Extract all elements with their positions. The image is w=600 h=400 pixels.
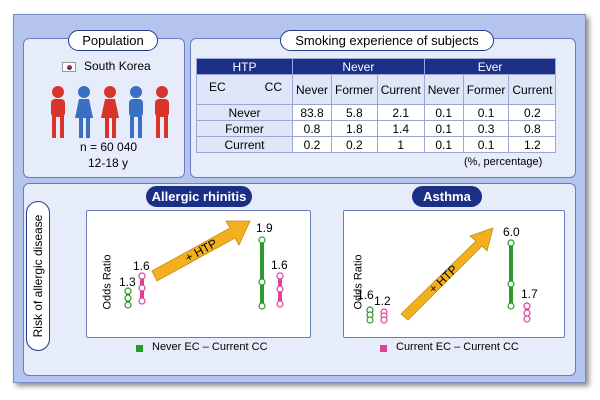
asthma-pink-after-point xyxy=(523,302,531,310)
ever-header: Ever xyxy=(423,58,557,75)
sample-size: n = 60 040 xyxy=(80,140,138,154)
asthma-green-before-point xyxy=(366,316,374,324)
asthma-pink-after-label: 1.7 xyxy=(521,287,538,301)
student-2-icon xyxy=(75,86,93,138)
legend-green-label: Never EC – Current CC xyxy=(152,341,268,353)
table-cell: 0.2 xyxy=(291,136,333,153)
table-unit: (%, percentage) xyxy=(464,156,543,168)
asthma-pink-before-label: 1.2 xyxy=(374,294,391,308)
asthma-title: Asthma xyxy=(412,186,482,207)
asthma-pink-after-point xyxy=(523,309,531,317)
student-1-icon xyxy=(51,86,65,138)
col-header: Never xyxy=(423,74,464,105)
rhinitis-green-before-point xyxy=(124,294,132,302)
row-label: Former xyxy=(196,120,293,137)
smoking-table: HTP Never Ever EC CC Never Former Curren… xyxy=(196,58,557,153)
col-header: Current xyxy=(376,74,425,105)
legend-pink-label: Current EC – Current CC xyxy=(396,341,519,353)
table-cell: 0.2 xyxy=(331,136,378,153)
table-cell: 0.1 xyxy=(462,104,510,121)
korea-flag-icon xyxy=(62,62,76,72)
asthma-green-after-point xyxy=(507,239,515,247)
age-range: 12-18 y xyxy=(88,156,129,170)
legend-pink-swatch xyxy=(380,345,387,352)
rhinitis-arrow-label: + HTP xyxy=(183,236,220,265)
table-row: Former 0.8 1.8 1.4 0.1 0.3 0.8 xyxy=(196,120,557,137)
table-cell: 1 xyxy=(376,136,425,153)
ec-label: EC xyxy=(209,80,226,94)
table-cell: 1.2 xyxy=(508,136,557,153)
asthma-green-before-label: 1.6 xyxy=(357,288,374,302)
student-5-icon xyxy=(155,86,169,138)
table-cell: 0.1 xyxy=(423,136,464,153)
students-icon xyxy=(51,86,169,138)
asthma-arrow xyxy=(400,227,494,321)
col-header: Current xyxy=(508,74,557,105)
rhinitis-pink-after-label: 1.6 xyxy=(271,258,288,272)
asthma-green-after-point xyxy=(507,280,515,288)
rhinitis-green-before-point xyxy=(124,301,132,309)
rhinitis-pink-before-point xyxy=(138,272,146,280)
country-label: South Korea xyxy=(84,59,151,73)
rhinitis-green-after-point xyxy=(258,302,266,310)
table-cell: 0.2 xyxy=(508,104,557,121)
rhinitis-title: Allergic rhinitis xyxy=(146,186,252,207)
rhinitis-green-before-label: 1.3 xyxy=(119,275,136,289)
cc-label: CC xyxy=(264,80,282,94)
rhinitis-green-before-point xyxy=(124,287,132,295)
student-3-icon xyxy=(101,86,119,138)
rhinitis-pink-before-point xyxy=(138,297,146,305)
rhinitis-pink-before-point xyxy=(138,284,146,292)
table-row: Current 0.2 0.2 1 0.1 0.1 1.2 xyxy=(196,136,557,153)
rhinitis-pink-after-point xyxy=(276,300,284,308)
table-cell: 0.3 xyxy=(462,120,510,137)
table-row: Never 83.8 5.8 2.1 0.1 0.1 0.2 xyxy=(196,104,557,121)
rhinitis-green-after-label: 1.9 xyxy=(256,221,273,235)
rhinitis-arrow xyxy=(151,220,251,282)
rhinitis-chart-panel xyxy=(86,210,311,338)
asthma-pink-after-point xyxy=(523,315,531,323)
student-4-icon xyxy=(129,86,143,138)
asthma-green-after-point xyxy=(507,302,515,310)
col-header: Former xyxy=(462,74,510,105)
never-header: Never xyxy=(292,58,425,75)
legend-green-swatch xyxy=(136,345,143,352)
rhinitis-pink-after-point xyxy=(276,272,284,280)
table-cell: 0.1 xyxy=(462,136,510,153)
htp-header: HTP xyxy=(196,58,293,75)
population-title: Population xyxy=(68,30,158,51)
rhinitis-pink-before-label: 1.6 xyxy=(133,259,150,273)
row-label: Never xyxy=(196,104,293,121)
asthma-green-after-label: 6.0 xyxy=(503,225,520,239)
row-label: Current xyxy=(196,136,293,153)
rhinitis-pink-after-point xyxy=(276,285,284,293)
col-header: Never xyxy=(291,74,333,105)
smoking-title: Smoking experience of subjects xyxy=(280,30,494,51)
ec-cc-header: EC CC xyxy=(196,74,293,105)
asthma-arrow-label: + HTP xyxy=(426,262,460,296)
asthma-pink-before-point xyxy=(380,316,388,324)
risk-label: Risk of allergic disease xyxy=(26,201,50,351)
rhinitis-green-after-point xyxy=(258,236,266,244)
rhinitis-green-after-point xyxy=(258,278,266,286)
